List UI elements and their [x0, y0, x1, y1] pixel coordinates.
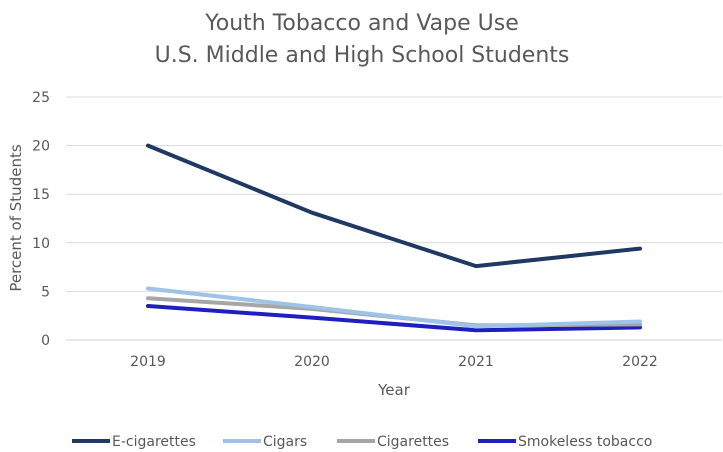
series-line-e-cigarettes [146, 143, 642, 269]
y-tick-label: 0 [41, 333, 50, 349]
series-line-cigars [146, 286, 642, 329]
x-tick-label: 2022 [622, 354, 658, 370]
legend-label: E-cigarettes [112, 434, 196, 450]
x-axis-label: Year [377, 381, 411, 399]
chart-title-line-1: Youth Tobacco and Vape Use [204, 11, 519, 36]
gridlines [66, 96, 722, 341]
y-tick-label: 20 [32, 139, 50, 155]
y-axis-ticks: 0 5 10 15 20 25 [32, 90, 50, 349]
x-axis-ticks: 2019 2020 2021 2022 [130, 354, 658, 370]
legend-label: Cigarettes [377, 434, 449, 450]
y-tick-label: 25 [32, 90, 50, 106]
legend-label: Smokeless tobacco [518, 434, 652, 450]
chart-title-line-2: U.S. Middle and High School Students [155, 43, 570, 68]
y-tick-label: 10 [32, 236, 50, 252]
x-tick-label: 2020 [294, 354, 330, 370]
series-lines [146, 143, 642, 333]
y-axis-label: Percent of Students [7, 144, 25, 291]
y-tick-label: 15 [32, 187, 50, 203]
x-tick-label: 2019 [130, 354, 166, 370]
series-line-smokeless-tobacco [146, 304, 642, 333]
legend: E-cigarettes Cigars Cigarettes Smokeless to… [72, 434, 652, 450]
legend-label: Cigars [263, 434, 307, 450]
x-tick-label: 2021 [458, 354, 494, 370]
y-tick-label: 5 [41, 284, 50, 300]
